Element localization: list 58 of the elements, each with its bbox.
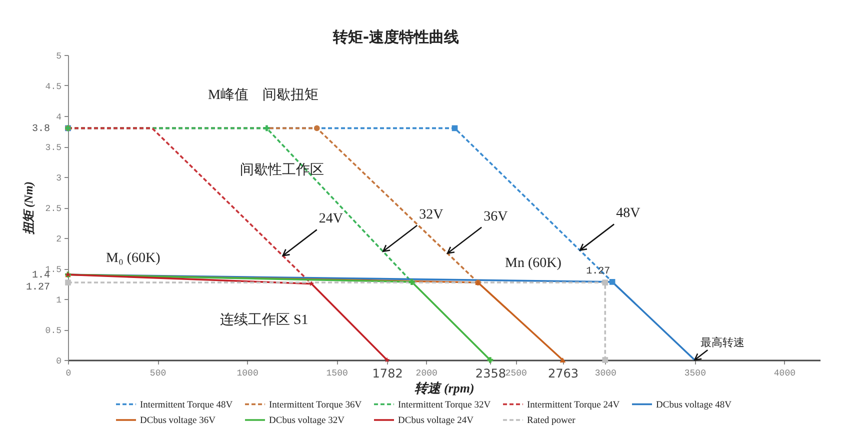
legend-label: Rated power [527,416,576,426]
x-tick-label: 500 [150,368,166,378]
x-tick-label: 3000 [594,368,616,378]
y-tick-label: 1 [56,296,62,306]
legend-label: Intermittent Torque 48V [140,400,233,410]
y-tick-label: 5 [56,52,62,62]
legend-label: DCbus voltage 36V [140,416,216,426]
x-tick-label: 1782 [372,366,403,380]
point [609,279,616,285]
annotation: 24V [318,212,343,227]
legend-label: DCbus voltage 24V [398,416,474,426]
point [560,357,566,363]
y-tick-label: 3.5 [45,143,62,153]
point [384,357,390,362]
annotation: 最高转速 [700,336,745,349]
x-axis-title: 转速 (rpm) [414,380,474,396]
chart-title: 转矩-速度特性曲线 [332,28,460,46]
x-tick-label: 2000 [416,368,438,378]
y-tick-label: 4.5 [45,82,62,92]
legend-label: Intermittent Torque 32V [398,400,491,410]
point [314,125,320,132]
annotation: 48V [616,206,640,222]
y-tick-label: 3 [56,174,62,184]
annotation: M峰值 间歇扭矩 [208,87,318,103]
x-tick-label: 1000 [236,368,258,378]
y-tick-label: 0 [56,356,62,366]
y-axis-title: 扭矩 (Nm) [21,182,36,236]
point [264,125,270,132]
annotation: 32V [419,207,444,222]
legend-label: DCbus voltage 32V [269,416,345,426]
y-tick-label: 0.5 [45,326,62,336]
annotation: 3.8 [32,124,50,136]
annotation: Mn (60K) [505,256,562,271]
y-tick-label: 2.5 [45,204,62,214]
annotation: 1.27 [26,282,50,294]
legend-label: DCbus voltage 48V [656,400,732,410]
x-tick-label: 4000 [774,368,796,378]
point [602,357,608,363]
x-tick-label: 2763 [548,366,578,380]
annotation: 1.4 [32,270,50,282]
data-label: 1.27 [586,266,610,278]
annotation: M₀ (60K) [106,251,161,266]
x-tick-label: 1500 [326,368,348,378]
point [487,357,494,363]
annotation: 连续工作区 S1 [220,312,308,328]
point [602,280,608,286]
legend-label: Intermittent Torque 24V [527,400,620,410]
x-tick-label: 2500 [505,368,527,378]
annotation: 36V [484,209,508,224]
x-tick-label: 0 [66,368,72,378]
x-tick-label: 3500 [684,368,706,378]
legend-label: Intermittent Torque 36V [269,400,362,410]
point [308,280,314,286]
y-tick-label: 4 [56,112,62,122]
point [65,280,71,286]
y-tick-label: 2 [56,234,62,244]
annotation: 间歇性工作区 [240,162,324,178]
x-tick-label: 2358 [475,366,506,380]
